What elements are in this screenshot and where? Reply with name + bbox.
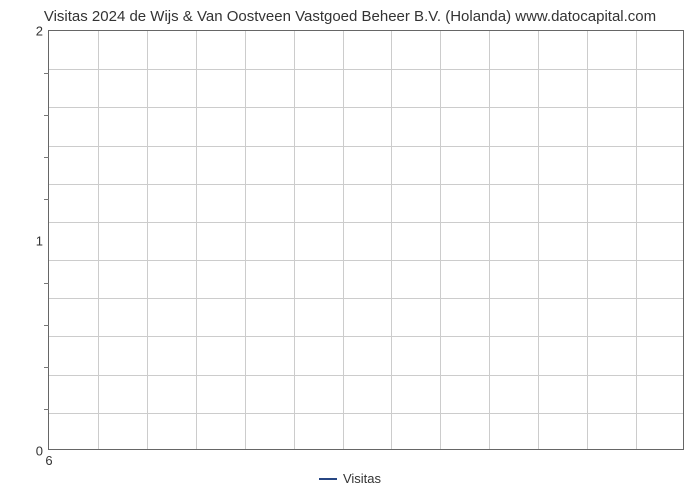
grid-line-vertical: [440, 31, 441, 449]
y-axis-minor-tick: [44, 115, 49, 116]
chart-container: Visitas 2024 de Wijs & Van Oostveen Vast…: [0, 0, 700, 500]
plot-area: 0126: [48, 30, 684, 450]
grid-line-horizontal: [49, 222, 683, 223]
chart-title: Visitas 2024 de Wijs & Van Oostveen Vast…: [0, 8, 700, 25]
legend-label: Visitas: [343, 471, 381, 486]
y-axis-minor-tick: [44, 283, 49, 284]
y-axis-tick-label: 1: [36, 234, 49, 249]
grid-line-horizontal: [49, 260, 683, 261]
y-axis-minor-tick: [44, 409, 49, 410]
legend-swatch: [319, 478, 337, 480]
grid-line-vertical: [196, 31, 197, 449]
grid-line-vertical: [343, 31, 344, 449]
y-axis-minor-tick: [44, 157, 49, 158]
grid-line-vertical: [245, 31, 246, 449]
grid-line-vertical: [538, 31, 539, 449]
grid-line-horizontal: [49, 146, 683, 147]
grid-line-horizontal: [49, 107, 683, 108]
grid-line-horizontal: [49, 336, 683, 337]
grid-line-horizontal: [49, 69, 683, 70]
grid-line-vertical: [489, 31, 490, 449]
grid-line-vertical: [587, 31, 588, 449]
grid-line-horizontal: [49, 184, 683, 185]
grid-line-vertical: [391, 31, 392, 449]
grid-line-vertical: [147, 31, 148, 449]
y-axis-minor-tick: [44, 367, 49, 368]
grid-line-vertical: [98, 31, 99, 449]
y-axis-minor-tick: [44, 199, 49, 200]
grid-line-horizontal: [49, 375, 683, 376]
y-axis-minor-tick: [44, 73, 49, 74]
y-axis-tick-label: 2: [36, 24, 49, 39]
grid-line-horizontal: [49, 298, 683, 299]
legend: Visitas: [0, 470, 700, 486]
grid-line-horizontal: [49, 413, 683, 414]
grid-line-vertical: [636, 31, 637, 449]
y-axis-minor-tick: [44, 325, 49, 326]
x-axis-tick-label: 6: [45, 449, 52, 468]
grid-line-vertical: [294, 31, 295, 449]
